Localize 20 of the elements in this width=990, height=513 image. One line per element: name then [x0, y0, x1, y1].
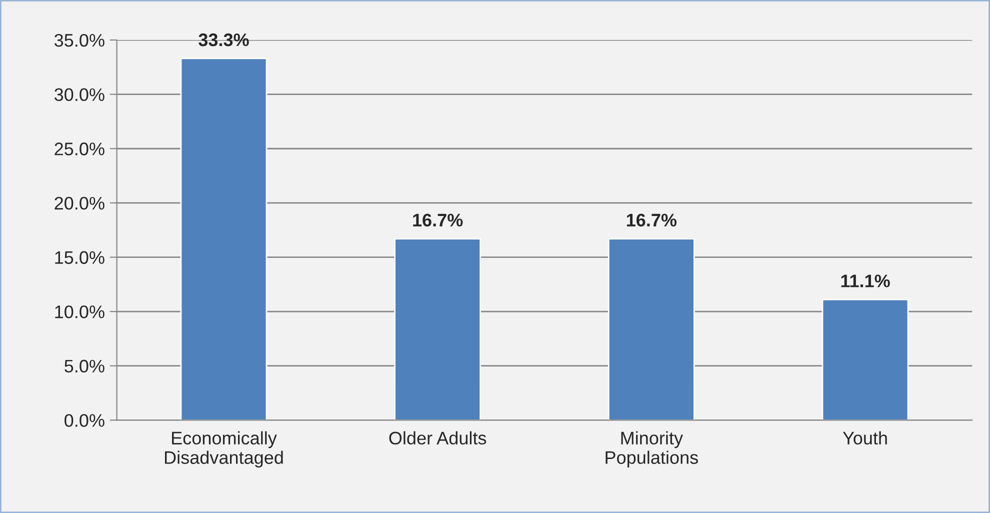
x-tick-label: Minority Populations — [606, 431, 698, 468]
bar — [822, 298, 909, 420]
bar — [394, 238, 482, 420]
y-tick-label: 15.0% — [55, 251, 104, 264]
y-tick-label: 0.0% — [64, 414, 104, 427]
y-tick-label: 35.0% — [54, 34, 104, 47]
data-label: 33.3% — [198, 33, 249, 46]
data-label: 11.1% — [841, 274, 890, 288]
data-label: 16.7% — [413, 214, 463, 227]
bar — [180, 58, 268, 420]
y-tick-label: 20.0% — [54, 196, 104, 210]
y-tick-label: 5.0% — [64, 360, 104, 373]
bar — [608, 238, 695, 420]
y-tick-label: 10.0% — [55, 305, 104, 318]
x-tick-label: Youth — [842, 431, 887, 445]
x-tick-label: Economically Disadvantaged — [164, 431, 283, 468]
y-tick-label: 30.0% — [54, 88, 104, 102]
x-tick-label: Older Adults — [389, 431, 486, 445]
y-tick-label: 25.0% — [54, 142, 104, 156]
data-label: 16.7% — [626, 214, 677, 227]
